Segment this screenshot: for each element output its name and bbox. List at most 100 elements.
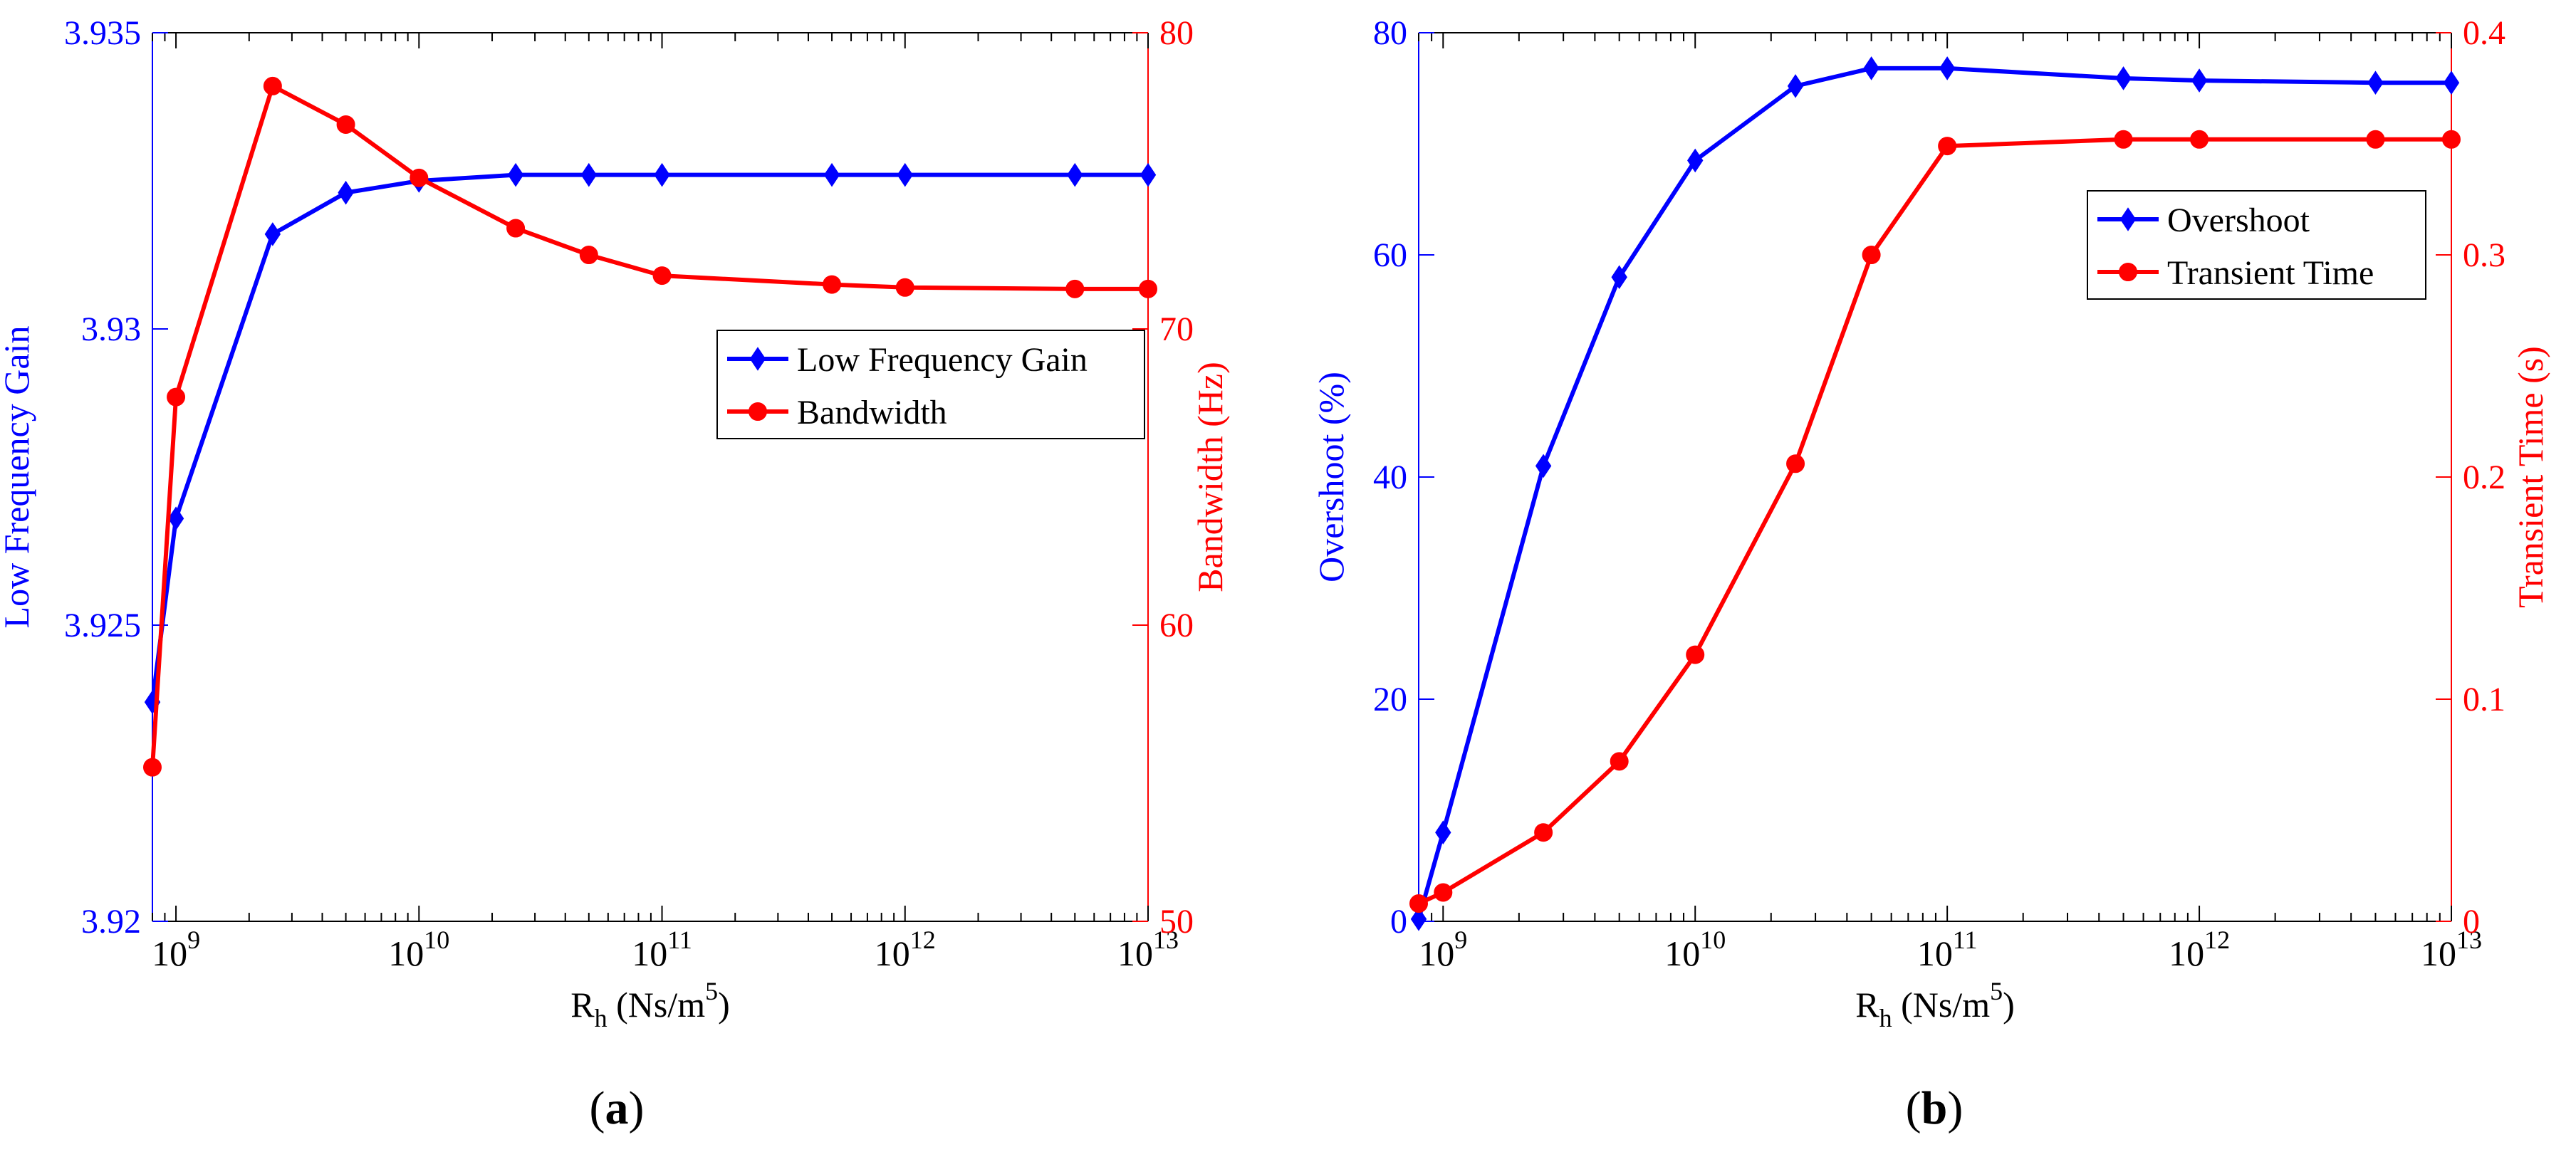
x-tick-label-base: 10 (388, 933, 424, 973)
x-tick-label: 1012 (2169, 926, 2230, 973)
chart-panel-b: 109 1010 1011 1012 101302040608000.10.20.30.… (1311, 14, 2550, 1134)
x-axis-label-unit-close: ) (2003, 985, 2015, 1025)
legend-swatch-marker (749, 347, 766, 371)
x-axis-label: Rh (Ns/m5) (1855, 977, 2015, 1032)
data-point-marker (1939, 56, 1956, 80)
data-point-marker (1434, 883, 1453, 902)
x-axis-label-main: R (1855, 985, 1879, 1025)
x-axis-label-unit: (Ns/m (608, 985, 706, 1025)
x-axis-label-main: R (570, 985, 595, 1025)
panel-label-letter: b (1921, 1082, 1948, 1134)
legend-swatch-marker (2119, 207, 2137, 231)
legend: Low Frequency Gain Bandwidth (716, 330, 1145, 439)
data-point-marker (652, 266, 672, 286)
x-tick-label-base: 10 (2169, 933, 2204, 973)
x-axis-label-unit-close: ) (718, 985, 730, 1025)
series-overshoot (1410, 56, 2460, 931)
data-point-marker (1938, 137, 1957, 156)
x-tick-label: 1013 (2421, 926, 2482, 973)
data-point-marker (264, 222, 281, 246)
x-tick-label-base: 10 (632, 933, 667, 973)
legend-entry-label: Transient Time (2167, 254, 2374, 292)
y-right-axis-label: Transient Time (s) (2510, 346, 2550, 608)
data-point-marker (654, 162, 670, 187)
y-left-tick-label: 60 (1373, 236, 1407, 274)
data-point-marker (1862, 246, 1881, 264)
y-left-tick-label: 3.92 (81, 903, 141, 941)
data-point-marker (1686, 645, 1705, 664)
x-tick-label: 1012 (875, 926, 936, 973)
y-left-tick-label: 0 (1390, 903, 1407, 941)
series-transient-time (1409, 130, 2461, 913)
y-right-tick-label: 0.1 (2463, 681, 2505, 718)
series-line (150, 172, 1148, 703)
legend-box (716, 330, 1145, 439)
x-axis-label-unit: (Ns/m (1892, 985, 1991, 1025)
data-point-marker (167, 506, 184, 531)
x-tick-label-base: 10 (2421, 933, 2456, 973)
x-tick-label-exp: 11 (667, 926, 692, 954)
data-point-marker (1611, 265, 1627, 290)
x-tick-label: 1010 (1664, 926, 1726, 973)
data-point-marker (1787, 74, 1804, 98)
panel-label: (a) (590, 1082, 645, 1134)
data-point-marker (2114, 130, 2133, 149)
data-point-marker (1535, 454, 1552, 478)
data-point-marker (167, 387, 186, 407)
chart-panel-a: 109 1010 1011 1012 10133.923.9253.933.935506… (0, 14, 1230, 1134)
legend-swatch-marker (2119, 263, 2137, 281)
y-left-tick-label: 3.935 (64, 14, 141, 52)
x-tick-label-base: 10 (1664, 933, 1700, 973)
data-point-marker (1065, 279, 1085, 298)
x-axis-label-sup: 5 (1990, 977, 2003, 1005)
data-point-marker (507, 162, 524, 187)
data-point-marker (1435, 820, 1451, 845)
series-line (1417, 137, 2451, 906)
y-left-tick-label: 80 (1373, 14, 1407, 52)
series-low-frequency-gain (144, 162, 1157, 714)
data-point-marker (2366, 130, 2385, 149)
legend: Overshoot Transient Time (2087, 190, 2426, 300)
x-axis-label-sup: 5 (705, 977, 718, 1005)
data-point-marker (1140, 162, 1157, 187)
legend-entry-label: Bandwidth (797, 394, 947, 431)
data-point-marker (2191, 68, 2208, 93)
data-point-marker (338, 180, 354, 205)
x-tick-label: 1011 (632, 926, 692, 973)
x-tick-label-exp: 9 (187, 926, 200, 954)
data-point-marker (1139, 279, 1157, 298)
series-line (1417, 66, 2451, 920)
y-right-tick-label: 0 (2463, 903, 2480, 941)
legend-swatch-marker (749, 402, 767, 421)
x-tick-label: 1013 (1117, 926, 1179, 973)
x-tick-label-exp: 10 (1700, 926, 1726, 954)
x-axis-label-sub: h (1879, 1004, 1892, 1032)
x-tick-label: 109 (152, 926, 200, 973)
data-point-marker (336, 115, 355, 134)
x-tick-label-exp: 9 (1454, 926, 1467, 954)
x-tick-label-exp: 12 (2204, 926, 2230, 954)
x-tick-label-base: 10 (1419, 933, 1454, 973)
data-point-marker (823, 162, 840, 187)
panel-label-close: ) (1947, 1082, 1963, 1134)
y-right-tick-label: 50 (1159, 903, 1194, 941)
y-left-axis-label: Low Frequency Gain (0, 326, 36, 629)
data-point-marker (2443, 70, 2460, 95)
y-right-tick-label: 70 (1159, 310, 1194, 348)
data-point-marker (2190, 130, 2209, 149)
data-point-marker (1067, 162, 1083, 187)
x-axis-label-sub: h (595, 1004, 608, 1032)
data-point-marker (1534, 823, 1553, 842)
y-left-tick-label: 3.93 (81, 310, 141, 348)
panel-label-open: ( (1906, 1082, 1921, 1134)
data-point-marker (1610, 752, 1629, 771)
panel-label: (b) (1906, 1082, 1964, 1134)
y-right-tick-label: 0.4 (2463, 14, 2505, 52)
data-point-marker (410, 168, 429, 187)
data-point-marker (823, 275, 842, 294)
data-point-marker (2442, 130, 2461, 149)
x-tick-label-base: 10 (875, 933, 910, 973)
legend-box (2087, 190, 2426, 300)
x-tick-label: 109 (1419, 926, 1467, 973)
